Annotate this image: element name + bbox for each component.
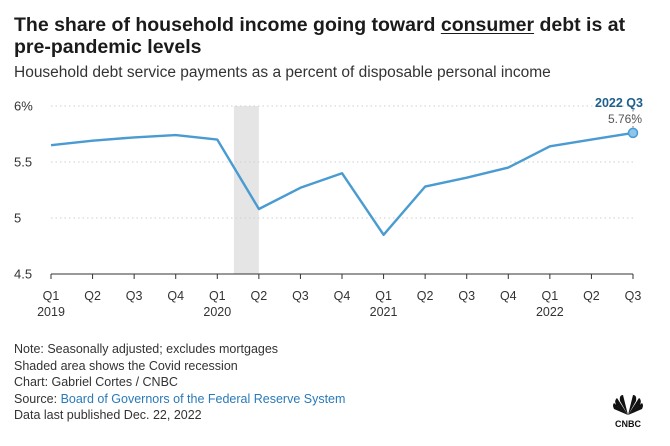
chart-notes: Note: Seasonally adjusted; excludes mort… xyxy=(14,341,345,424)
note-source: Source: Board of Governors of the Federa… xyxy=(14,391,345,408)
series-line xyxy=(50,131,634,236)
x-tick-label: Q4 xyxy=(500,289,517,303)
y-tick-label: 5.5 xyxy=(14,155,32,170)
x-tick-label: Q2 xyxy=(417,289,434,303)
x-tick-label: Q4 xyxy=(167,289,184,303)
x-tick-label: Q2 xyxy=(84,289,101,303)
line-chart: 4.5 5 5.5 6% Q1 Q2 Q3 Q4 Q1 Q2 Q3 Q4 Q1 Q2 Q3 Q4 Q1 Q2 Q3 2… xyxy=(14,96,643,319)
x-tick-label: Q3 xyxy=(458,289,475,303)
x-tick-label: Q1 xyxy=(375,289,392,303)
annotation-label: 2022 Q3 xyxy=(595,96,643,110)
x-tick-label: Q2 xyxy=(251,289,268,303)
annotation-value: 5.76% xyxy=(608,112,642,126)
year-label: 2020 xyxy=(203,305,231,319)
y-tick-label: 6% xyxy=(14,99,33,114)
x-tick-label: Q1 xyxy=(542,289,559,303)
y-tick-label: 5 xyxy=(14,211,21,226)
x-tick-label: Q1 xyxy=(209,289,226,303)
x-tick-label: Q2 xyxy=(583,289,600,303)
note-published: Data last published Dec. 22, 2022 xyxy=(14,408,202,422)
x-tick-label: Q3 xyxy=(126,289,143,303)
source-prefix: Source: xyxy=(14,391,61,406)
chart-subtitle: Household debt service payments as a per… xyxy=(14,64,551,81)
x-tick-label: Q1 xyxy=(43,289,60,303)
y-tick-label: 4.5 xyxy=(14,267,32,282)
note-shaded: Shaded area shows the Covid recession xyxy=(14,358,238,373)
year-label: 2022 xyxy=(536,305,564,319)
year-label: 2019 xyxy=(37,305,65,319)
cnbc-peacock-logo: CNBC xyxy=(613,395,643,429)
title-part-1: The share of household income going towa… xyxy=(14,14,441,36)
note-adjusted: Note: Seasonally adjusted; excludes mort… xyxy=(14,342,279,356)
year-label: 2021 xyxy=(370,305,398,319)
chart-title: The share of household income going towa… xyxy=(14,14,654,58)
x-tick-label: Q3 xyxy=(625,289,642,303)
x-tick-label: Q3 xyxy=(292,289,309,303)
title-underlined-word[interactable]: consumer xyxy=(440,14,535,36)
logo-text: CNBC xyxy=(615,419,641,429)
x-tick-label: Q4 xyxy=(334,289,351,303)
title-part-2: debt is at pre-pandemic levels xyxy=(14,14,626,58)
note-credit: Chart: Gabriel Cortes / CNBC xyxy=(14,375,178,389)
highlight-point xyxy=(627,127,639,139)
source-link[interactable]: Board of Governors of the Federal Reserv… xyxy=(60,391,346,406)
